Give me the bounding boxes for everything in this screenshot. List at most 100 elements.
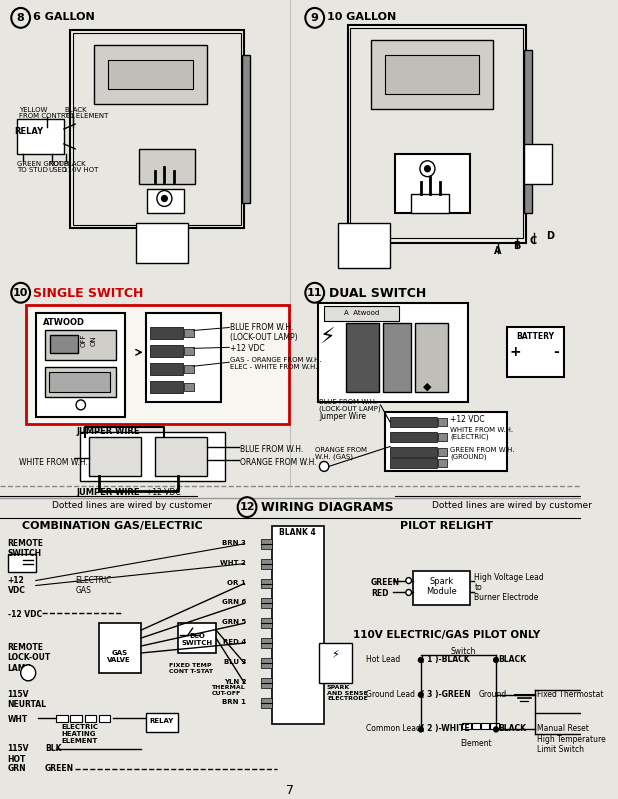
Text: Manual Reset
High Temperature
Limit Switch: Manual Reset High Temperature Limit Swit… [538, 725, 606, 754]
Bar [80, 431, 226, 481]
Text: YLN 2: YLN 2 [224, 679, 246, 685]
Circle shape [157, 190, 172, 206]
Bar [27, 304, 289, 423]
Bar [184, 329, 193, 337]
Bar [150, 328, 183, 340]
Text: TO ELEMENT: TO ELEMENT [64, 113, 108, 119]
Bar [17, 119, 64, 154]
Text: YELLOW: YELLOW [19, 107, 47, 113]
Text: GREEN: GREEN [371, 578, 400, 586]
Circle shape [76, 400, 85, 410]
Bar [390, 459, 437, 468]
Circle shape [406, 590, 412, 595]
Bar [45, 331, 116, 360]
Bar [415, 323, 448, 392]
Text: PILOT RELIGHT: PILOT RELIGHT [400, 521, 493, 531]
Text: REMOTE
LOCK-OUT
LAMP: REMOTE LOCK-OUT LAMP [7, 643, 51, 673]
Text: BLK: BLK [45, 745, 62, 753]
Text: WHITE FROM W.H.
(ELECTRIC): WHITE FROM W.H. (ELECTRIC) [450, 427, 513, 440]
Bar [146, 312, 221, 402]
Bar [413, 570, 470, 606]
Bar [491, 723, 499, 729]
Bar [273, 526, 324, 725]
Bar [184, 383, 193, 391]
Text: 110V HOT: 110V HOT [63, 167, 98, 173]
Text: BATTERY: BATTERY [517, 332, 554, 341]
Bar [184, 348, 193, 356]
Text: 8: 8 [17, 13, 25, 23]
Bar [412, 193, 449, 213]
Text: JUMPER WIRE: JUMPER WIRE [76, 427, 140, 435]
Circle shape [161, 196, 167, 201]
Text: USED: USED [49, 167, 68, 173]
Text: ◆: ◆ [423, 382, 432, 392]
Text: WHT: WHT [7, 714, 28, 724]
Text: B: B [513, 241, 520, 251]
Bar [261, 539, 273, 549]
Bar [50, 336, 78, 353]
Text: 110V ELECTRIC/GAS PILOT ONLY: 110V ELECTRIC/GAS PILOT ONLY [353, 630, 540, 640]
Text: -12 VDC: -12 VDC [7, 610, 41, 619]
Bar [49, 372, 110, 392]
Text: BRN 1: BRN 1 [222, 698, 246, 705]
Bar [261, 658, 273, 668]
Bar [74, 33, 242, 225]
Bar [99, 623, 141, 673]
Bar [99, 714, 110, 722]
Text: +12 VDC: +12 VDC [230, 344, 265, 353]
Text: GAS: GAS [75, 586, 91, 594]
Circle shape [425, 165, 430, 172]
Text: THERMAL
CUT-OFF: THERMAL CUT-OFF [211, 685, 245, 696]
Text: GRN: GRN [7, 764, 26, 773]
Text: D: D [546, 231, 554, 241]
Bar [89, 437, 141, 476]
Text: +: + [509, 345, 520, 360]
Bar [261, 698, 273, 708]
Text: 10: 10 [13, 288, 28, 298]
Bar [385, 54, 479, 94]
Bar [318, 303, 468, 402]
Bar [383, 323, 412, 392]
Bar [139, 149, 195, 184]
Text: ( 2 )-WHITE: ( 2 )-WHITE [421, 725, 470, 733]
Bar [179, 623, 216, 653]
Circle shape [11, 283, 30, 303]
Text: C: C [530, 237, 537, 246]
Bar [350, 28, 523, 238]
Text: SINGLE SWITCH: SINGLE SWITCH [33, 287, 143, 300]
Circle shape [20, 665, 36, 681]
Text: High Voltage Lead
to
Burner Electrode: High Voltage Lead to Burner Electrode [475, 573, 544, 602]
Bar [338, 223, 390, 268]
Bar [347, 25, 526, 243]
Bar [261, 578, 273, 589]
Text: ELECTRIC
HEATING
ELEMENT: ELECTRIC HEATING ELEMENT [61, 725, 98, 745]
Text: ⚡: ⚡ [331, 650, 339, 660]
Text: 11: 11 [307, 288, 323, 298]
Text: 10 GALLON: 10 GALLON [327, 12, 396, 22]
Circle shape [305, 283, 324, 303]
Bar [390, 431, 437, 442]
Bar [261, 678, 273, 688]
Bar [345, 323, 379, 392]
Text: BRN 3: BRN 3 [222, 540, 246, 546]
Circle shape [320, 462, 329, 471]
Circle shape [494, 727, 498, 732]
Text: Dotted lines are wired by customer: Dotted lines are wired by customer [432, 501, 592, 511]
Text: +12
VDC: +12 VDC [7, 575, 25, 595]
Text: BLU 3: BLU 3 [224, 659, 246, 665]
Text: 6 GALLON: 6 GALLON [33, 12, 95, 22]
Text: WHT 2: WHT 2 [221, 560, 246, 566]
Bar [108, 60, 193, 89]
Bar [524, 144, 552, 184]
Bar [70, 30, 244, 229]
Text: ORANGE FROM
W.H. (GAS): ORANGE FROM W.H. (GAS) [315, 447, 366, 460]
Text: OR 1: OR 1 [227, 579, 246, 586]
Bar [45, 368, 116, 397]
Bar [150, 364, 183, 375]
Bar [472, 723, 480, 729]
Text: 115V
HOT: 115V HOT [7, 745, 29, 764]
Text: BLANK 4: BLANK 4 [279, 528, 316, 537]
Bar [261, 638, 273, 648]
Bar [390, 447, 437, 456]
Text: RELAY: RELAY [15, 127, 44, 136]
